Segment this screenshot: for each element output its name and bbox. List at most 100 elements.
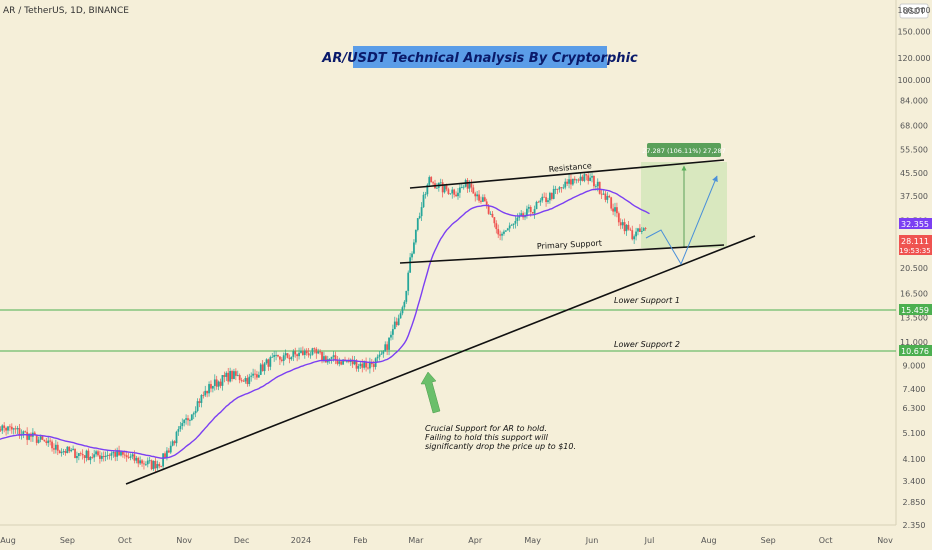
candle-body [43, 439, 46, 442]
candle-body [347, 361, 350, 362]
currency-button[interactable] [899, 3, 929, 19]
candle-body [577, 179, 580, 181]
candle-body [72, 448, 75, 450]
candle-body [313, 348, 316, 350]
candle-body [340, 361, 343, 365]
candle-body [292, 351, 295, 357]
candle-body [481, 197, 484, 202]
candle-body [127, 457, 130, 458]
candle-body [120, 451, 122, 456]
candle-body [33, 432, 36, 435]
candle-body [447, 189, 450, 194]
candle-body [598, 181, 601, 194]
candle-body [462, 186, 465, 188]
candle-body [642, 228, 645, 231]
candle-body [74, 448, 76, 459]
y-tick-16: 7.400 [903, 385, 926, 394]
candle-body [211, 385, 214, 389]
candle-body [550, 192, 553, 199]
y-tick-20: 3.400 [903, 477, 926, 486]
candle-body [455, 194, 457, 197]
candle-body [608, 196, 611, 198]
candle-body [26, 432, 29, 440]
note-line-1: Crucial Support for AR to hold. [425, 424, 547, 433]
candle-body [97, 451, 99, 456]
symbol-label: AR / TetherUS, 1D, BINANCE [3, 6, 129, 16]
candle-body [311, 348, 314, 355]
resistance-line [409, 159, 725, 189]
candle-body [54, 444, 57, 450]
candle-body [457, 192, 459, 197]
y-tick-labels: 180.000 150.000 120.000 100.000 84.000 68.000… [897, 6, 930, 530]
candle-body [173, 441, 176, 444]
candle-body [395, 321, 398, 326]
candle-body [372, 364, 375, 367]
x-tick-0: Aug [0, 536, 16, 545]
candle-body [616, 207, 618, 214]
candle-body [403, 301, 406, 308]
candle-body [365, 362, 367, 368]
candle-body [627, 224, 630, 230]
candle-body [189, 420, 191, 421]
candle-body [68, 446, 71, 452]
candle-body [397, 318, 400, 326]
candle-body [449, 193, 452, 195]
candle-body [294, 351, 297, 355]
candle-body [284, 353, 287, 356]
candle-body [382, 351, 385, 354]
candle-body [428, 177, 431, 185]
price-tag-last: 28.111 19:53:35 [899, 235, 932, 255]
candle-body [0, 429, 2, 431]
candle-body [355, 360, 358, 369]
y-tick-14: 11.000 [900, 338, 928, 347]
candle-body [273, 355, 276, 357]
currency-button-label: USDT [903, 7, 925, 16]
candle-body [324, 356, 327, 363]
candle-body [399, 313, 402, 319]
candle-body [414, 229, 417, 243]
resistance-label: Resistance [548, 161, 592, 174]
candle-body [133, 454, 136, 461]
candle-body [416, 218, 419, 230]
candle-body [28, 433, 30, 440]
candle-body [451, 189, 454, 194]
price-axis[interactable] [896, 0, 932, 550]
candle-body [602, 193, 605, 195]
candle-body [118, 450, 120, 456]
candle-body [346, 361, 348, 362]
candle-body [37, 439, 40, 443]
candle-body [89, 456, 92, 461]
candle-body [621, 222, 624, 226]
x-tick-3: Nov [176, 536, 192, 545]
candle-body [549, 192, 551, 201]
candle-body [591, 175, 593, 178]
candle-body [610, 197, 613, 209]
candle-body [146, 460, 149, 465]
candle-body [552, 188, 555, 199]
y-tick-7: 45.500 [900, 169, 928, 178]
x-tick-5: 2024 [291, 536, 311, 545]
x-tick-labels: Aug Sep Oct Nov Dec 2024 Feb Mar Apr May Jun Jul Aug… [0, 536, 893, 545]
candle-body [558, 187, 561, 190]
candle-body [357, 366, 360, 369]
candle-body [190, 414, 193, 421]
candle-body [388, 337, 390, 350]
candle-body [370, 362, 373, 365]
candle-body [175, 431, 178, 444]
candle-body [303, 350, 306, 355]
candle-body [342, 359, 344, 365]
candle-body [213, 379, 216, 386]
candle-body [571, 178, 574, 185]
candle-body [503, 231, 505, 234]
candle-body [460, 187, 463, 188]
candle-body [3, 425, 6, 428]
candle-body [269, 357, 272, 367]
candle-body [64, 451, 67, 454]
candle-body [256, 374, 258, 378]
candle-body [301, 351, 304, 355]
candle-body [123, 454, 126, 456]
candle-body [277, 354, 279, 357]
candle-body [443, 184, 446, 193]
